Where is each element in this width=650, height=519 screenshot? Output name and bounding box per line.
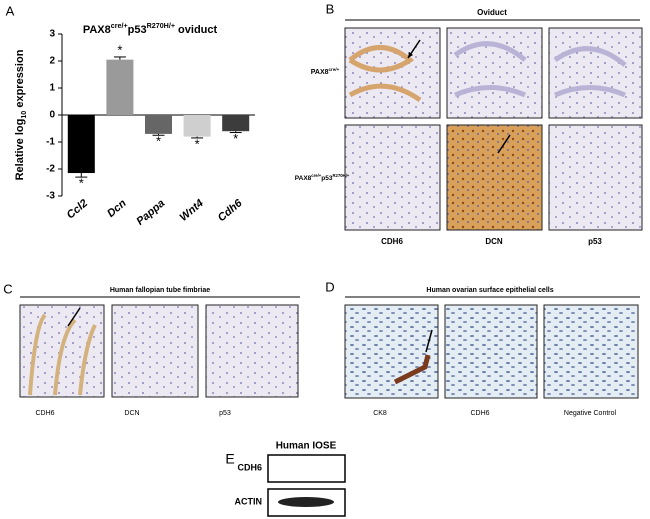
x-tick-label: Wnt4 bbox=[178, 197, 206, 223]
bar bbox=[106, 59, 134, 115]
column-label: Negative Control bbox=[564, 410, 617, 417]
panel-letter: E bbox=[225, 451, 234, 467]
image-panels bbox=[19, 19, 643, 517]
text-part: expression bbox=[14, 49, 26, 110]
bar bbox=[67, 115, 95, 174]
column-label: DCN bbox=[124, 410, 139, 417]
y-tick-label: 3 bbox=[49, 29, 55, 40]
row-label: CDH6 bbox=[237, 462, 262, 472]
column-label: CDH6 bbox=[381, 237, 403, 246]
y-tick-label: 1 bbox=[49, 83, 55, 94]
text-part: 10 bbox=[20, 111, 28, 119]
row-label: PAX8cre/+p53R270H/+ bbox=[295, 173, 350, 182]
y-tick-label: 0 bbox=[49, 110, 55, 121]
column-label: p53 bbox=[588, 237, 602, 246]
x-tick-label: Dcn bbox=[105, 197, 129, 220]
text-part: cre/+ bbox=[329, 67, 340, 72]
panel-title: Oviduct bbox=[477, 8, 507, 17]
panel-letter: C bbox=[3, 281, 12, 296]
significance: * bbox=[233, 131, 238, 146]
significance: * bbox=[195, 136, 200, 151]
text-part: PAX8 bbox=[295, 175, 312, 182]
text-part: Relative log bbox=[14, 119, 26, 181]
bar bbox=[183, 115, 211, 137]
panel-title: Human fallopian tube fimbriae bbox=[110, 287, 210, 294]
text-part: p53 bbox=[321, 175, 333, 182]
significance: * bbox=[79, 176, 84, 191]
bar bbox=[144, 115, 173, 134]
x-tick-label: Ccl2 bbox=[65, 197, 91, 221]
text-part: R270H/+ bbox=[147, 22, 175, 30]
significance: * bbox=[117, 42, 122, 57]
text-part: oviduct bbox=[175, 24, 218, 36]
panel-letter: B bbox=[326, 1, 335, 16]
column-label: CK8 bbox=[373, 410, 387, 417]
row-label: PAX8cre/+ bbox=[311, 67, 340, 76]
x-tick-label: Pappa bbox=[134, 197, 167, 227]
x-tick-label: Cdh6 bbox=[216, 197, 245, 224]
y-tick-label: -2 bbox=[46, 164, 55, 175]
significance: * bbox=[156, 134, 161, 149]
text-part: cre/+ bbox=[311, 173, 322, 178]
bar bbox=[222, 115, 250, 132]
column-label: CDH6 bbox=[35, 410, 54, 417]
panel-title: Human IOSE bbox=[276, 441, 337, 452]
column-label: DCN bbox=[485, 237, 503, 246]
text-part: PAX8 bbox=[83, 24, 111, 36]
column-label: p53 bbox=[219, 410, 231, 417]
text-part: p53 bbox=[128, 24, 147, 36]
row-label: ACTIN bbox=[235, 496, 263, 506]
panel-letter: D bbox=[325, 279, 334, 294]
y-tick-label: 2 bbox=[49, 56, 55, 67]
panel-letter: A bbox=[6, 3, 15, 18]
panel-title: Human ovarian surface epithelial cells bbox=[426, 287, 553, 294]
text-part: cre/+ bbox=[111, 22, 128, 30]
text-part: PAX8 bbox=[311, 69, 329, 76]
y-axis-label: Relative log10 expression bbox=[14, 49, 28, 180]
column-label: CDH6 bbox=[470, 410, 489, 417]
y-tick-label: -3 bbox=[46, 191, 55, 202]
chart-title: PAX8cre/+p53R270H/+ oviduct bbox=[83, 22, 218, 36]
y-tick-label: -1 bbox=[46, 137, 55, 148]
text-part: R270H/+ bbox=[332, 173, 349, 178]
